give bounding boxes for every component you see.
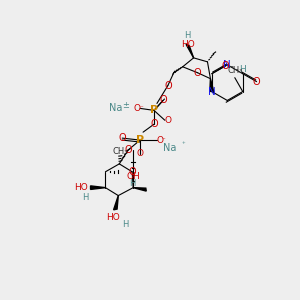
Text: O: O bbox=[165, 116, 172, 125]
Text: O: O bbox=[157, 136, 164, 145]
Text: O: O bbox=[253, 76, 260, 87]
Polygon shape bbox=[133, 188, 146, 191]
Text: N: N bbox=[224, 60, 231, 70]
Text: H: H bbox=[239, 65, 246, 74]
Text: H: H bbox=[184, 31, 191, 40]
Polygon shape bbox=[210, 79, 214, 92]
Text: O: O bbox=[194, 68, 201, 78]
Text: P: P bbox=[136, 135, 144, 145]
Text: O: O bbox=[128, 167, 136, 177]
Text: O: O bbox=[124, 145, 132, 155]
Text: H: H bbox=[122, 220, 128, 229]
Text: ±: ± bbox=[122, 101, 129, 110]
Text: CH₃: CH₃ bbox=[227, 66, 242, 75]
Text: Na: Na bbox=[163, 143, 176, 153]
Text: N: N bbox=[208, 86, 216, 97]
Text: HO: HO bbox=[181, 40, 194, 50]
Text: O: O bbox=[118, 133, 126, 143]
Text: O: O bbox=[133, 104, 140, 113]
Text: OH: OH bbox=[126, 172, 140, 181]
Text: O: O bbox=[222, 61, 230, 71]
Text: H: H bbox=[82, 193, 89, 202]
Polygon shape bbox=[186, 44, 194, 58]
Text: HO: HO bbox=[106, 213, 120, 222]
Text: O: O bbox=[159, 95, 167, 106]
Text: ⁻: ⁻ bbox=[162, 137, 166, 143]
Text: HO: HO bbox=[74, 183, 88, 192]
Text: P: P bbox=[150, 105, 158, 116]
Text: O: O bbox=[164, 81, 172, 91]
Polygon shape bbox=[91, 186, 105, 189]
Text: O: O bbox=[150, 119, 158, 129]
Text: H: H bbox=[129, 179, 135, 188]
Text: ⁻: ⁻ bbox=[139, 105, 143, 111]
Text: CH₃: CH₃ bbox=[113, 148, 128, 157]
Text: Na: Na bbox=[109, 103, 122, 113]
Text: ⁺: ⁺ bbox=[182, 142, 185, 148]
Polygon shape bbox=[114, 196, 118, 210]
Text: O: O bbox=[136, 149, 144, 158]
